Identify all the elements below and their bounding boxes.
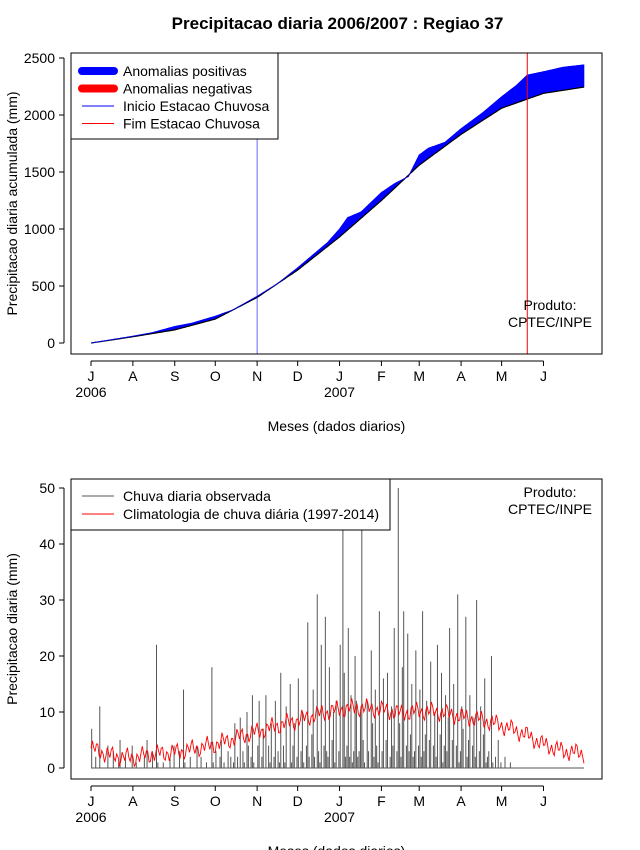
bottom-y-tick-label: 20	[39, 648, 55, 664]
bottom-product-source: CPTEC/INPE	[508, 501, 592, 517]
bottom-y-tick-label: 50	[39, 480, 55, 496]
top-legend-label: Fim Estacao Chuvosa	[123, 116, 260, 132]
bottom-daily-chart: 01020304050JASONDJFMAMJ20062007Meses (da…	[4, 478, 603, 850]
top-y-tick-label: 500	[32, 278, 56, 294]
top-product-label: Produto:	[524, 297, 577, 313]
bottom-legend-label: Climatologia de chuva diária (1997-2014)	[123, 506, 379, 522]
top-y-tick-label: 2000	[24, 107, 55, 123]
bottom-y-tick-label: 30	[39, 592, 55, 608]
bottom-x-tick-label: J	[540, 793, 547, 809]
bottom-year-label: 2007	[324, 809, 355, 825]
bottom-year-label: 2006	[75, 809, 106, 825]
bottom-y-tick-label: 10	[39, 704, 55, 720]
top-x-tick-label: A	[128, 368, 138, 384]
bottom-legend-box	[70, 478, 391, 531]
top-x-tick-label: S	[170, 368, 179, 384]
top-x-tick-label: M	[413, 368, 425, 384]
bottom-x-tick-label: J	[336, 793, 343, 809]
bottom-x-tick-label: F	[377, 793, 386, 809]
bottom-x-tick-label: M	[413, 793, 425, 809]
bottom-x-tick-label: S	[170, 793, 179, 809]
observed-cumulative-line	[90, 64, 585, 344]
top-product-source: CPTEC/INPE	[508, 314, 592, 330]
top-year-label: 2006	[75, 384, 106, 400]
climatology-cumulative-line	[90, 86, 585, 344]
top-plot-frame	[70, 52, 603, 355]
bottom-x-axis-title: Meses (dados diarios)	[268, 843, 406, 850]
top-y-tick-label: 1500	[24, 164, 55, 180]
top-legend-label: Anomalias negativas	[123, 81, 252, 97]
top-y-tick-label: 2500	[24, 50, 55, 66]
bottom-x-tick-label: N	[252, 793, 262, 809]
bottom-x-tick-label: A	[128, 793, 138, 809]
top-x-tick-label: J	[540, 368, 547, 384]
bottom-x-tick-label: M	[496, 793, 508, 809]
top-y-tick-label: 1000	[24, 221, 55, 237]
top-legend-label: Anomalias positivas	[123, 63, 247, 79]
top-x-tick-label: J	[336, 368, 343, 384]
top-legend-label: Inicio Estacao Chuvosa	[123, 98, 270, 114]
top-x-axis-title: Meses (dados diarios)	[268, 418, 406, 434]
top-x-tick-label: D	[293, 368, 303, 384]
top-x-tick-label: M	[496, 368, 508, 384]
top-x-tick-label: O	[210, 368, 221, 384]
bottom-y-tick-label: 40	[39, 536, 55, 552]
bottom-y-tick-label: 0	[47, 760, 55, 776]
bottom-x-tick-label: A	[456, 793, 466, 809]
bottom-y-axis-title: Precipitacao diaria (mm)	[4, 553, 20, 705]
bottom-legend: Chuva diaria observada Climatologia de ch…	[70, 478, 391, 531]
bottom-product-label: Produto:	[524, 484, 577, 500]
top-legend: Anomalias positivas Anomalias negativasIn…	[70, 52, 279, 140]
positive-anomaly-segment	[582, 64, 585, 88]
top-x-tick-label: F	[377, 368, 386, 384]
bottom-x-tick-label: J	[88, 793, 95, 809]
bottom-x-tick-label: D	[293, 793, 303, 809]
top-y-tick-label: 0	[47, 335, 55, 351]
top-x-tick-label: N	[252, 368, 262, 384]
top-y-axis-title: Precipitacao diaria acumulada (mm)	[4, 91, 20, 315]
bottom-x-tick-label: O	[210, 793, 221, 809]
top-x-tick-label: J	[88, 368, 95, 384]
top-year-label: 2007	[324, 384, 355, 400]
top-x-tick-label: A	[456, 368, 466, 384]
chart-title: Precipitacao diaria 2006/2007 : Regiao 3…	[171, 14, 504, 33]
bottom-legend-label: Chuva diaria observada	[123, 488, 271, 504]
daily-climatology-line	[90, 698, 585, 768]
